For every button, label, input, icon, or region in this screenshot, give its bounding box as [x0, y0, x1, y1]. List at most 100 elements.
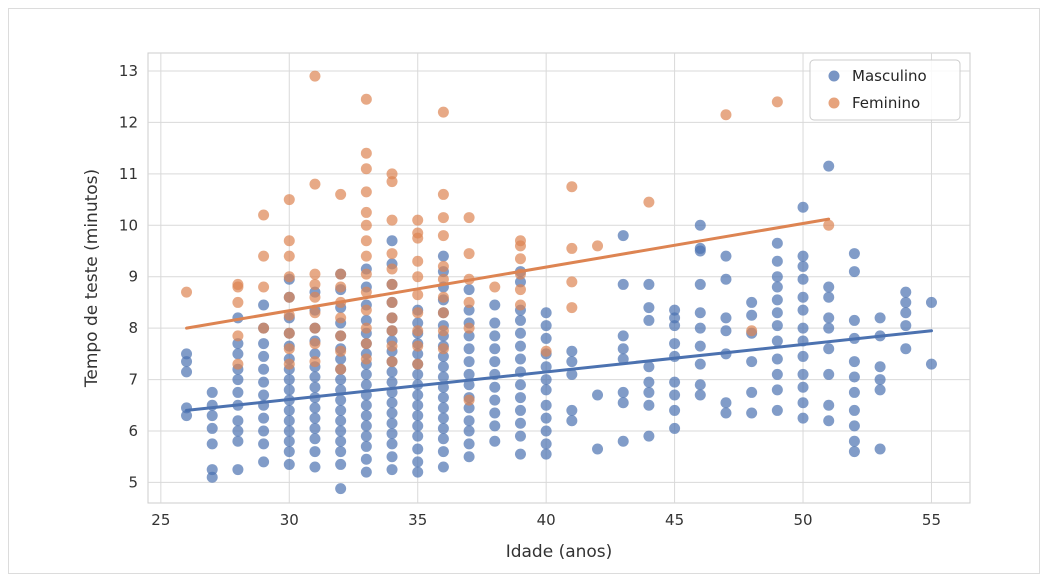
data-point [258, 376, 270, 388]
data-point [360, 314, 372, 326]
data-point [823, 368, 835, 380]
data-point [643, 376, 655, 388]
data-point [181, 410, 193, 422]
data-point [463, 284, 475, 296]
data-point [360, 453, 372, 465]
x-tick-label: 55 [922, 511, 941, 529]
data-point [437, 422, 449, 434]
data-point [360, 338, 372, 350]
data-point [694, 278, 706, 290]
data-point [489, 299, 501, 311]
data-point [823, 281, 835, 293]
data-point [412, 358, 424, 370]
data-point [386, 451, 398, 463]
trend-lines [185, 217, 933, 412]
data-point [643, 314, 655, 326]
data-point [540, 361, 552, 373]
data-point [360, 268, 372, 280]
data-point [309, 381, 321, 393]
data-point [540, 384, 552, 396]
data-point [771, 404, 783, 416]
data-point [386, 214, 398, 226]
data-point [874, 374, 886, 386]
data-point [437, 402, 449, 414]
data-point [437, 307, 449, 319]
data-point [925, 296, 937, 308]
data-point [771, 320, 783, 332]
data-point [283, 458, 295, 470]
data-point [540, 345, 552, 357]
data-point [900, 286, 912, 298]
data-point [771, 281, 783, 293]
data-point [258, 299, 270, 311]
data-point [360, 206, 372, 218]
data-point [720, 312, 732, 324]
x-tick-label: 35 [408, 511, 427, 529]
data-point [514, 276, 526, 288]
data-point [309, 70, 321, 82]
data-point [283, 194, 295, 206]
data-point [540, 425, 552, 437]
data-point [823, 219, 835, 231]
data-point [566, 302, 578, 314]
chart-frame: 25 30 35 40 45 50 55 5 6 7 8 9 10 11 12 13 Idade (anos)… [8, 8, 1040, 574]
data-point [309, 402, 321, 414]
data-point [566, 356, 578, 368]
data-point [643, 302, 655, 314]
data-point [771, 96, 783, 108]
data-point [720, 325, 732, 337]
data-point [694, 219, 706, 231]
data-point [463, 330, 475, 342]
data-point [669, 320, 681, 332]
data-point [437, 188, 449, 200]
data-point [437, 371, 449, 383]
data-point [386, 366, 398, 378]
data-point [720, 273, 732, 285]
data-point [617, 353, 629, 365]
data-point [489, 281, 501, 293]
data-point [489, 343, 501, 355]
data-point [566, 242, 578, 254]
data-point [335, 281, 347, 293]
data-point [335, 374, 347, 386]
data-point [232, 348, 244, 360]
data-point [848, 314, 860, 326]
data-point [258, 209, 270, 221]
data-point [283, 374, 295, 386]
data-point [335, 312, 347, 324]
data-point [360, 430, 372, 442]
data-point [746, 325, 758, 337]
data-point [412, 317, 424, 329]
x-tick-label: 45 [665, 511, 684, 529]
data-point [360, 368, 372, 380]
data-point [463, 248, 475, 260]
x-tick-label: 40 [537, 511, 556, 529]
data-point [720, 109, 732, 121]
data-point [643, 196, 655, 208]
data-point [412, 227, 424, 239]
data-point [797, 350, 809, 362]
data-point [823, 312, 835, 324]
data-point [823, 291, 835, 303]
data-point [566, 345, 578, 357]
data-point [617, 230, 629, 242]
data-point [386, 248, 398, 260]
data-point [489, 330, 501, 342]
legend: Masculino Feminino [809, 59, 961, 121]
data-point [258, 412, 270, 424]
data-point [592, 389, 604, 401]
data-point [797, 412, 809, 424]
data-point [514, 392, 526, 404]
data-point [566, 276, 578, 288]
data-point [309, 461, 321, 473]
data-point [386, 438, 398, 450]
data-point [335, 268, 347, 280]
data-point [360, 322, 372, 334]
data-point [514, 235, 526, 247]
data-point [386, 278, 398, 290]
data-point [360, 286, 372, 298]
data-point [258, 338, 270, 350]
data-point [437, 350, 449, 362]
data-point [309, 278, 321, 290]
data-point [643, 399, 655, 411]
